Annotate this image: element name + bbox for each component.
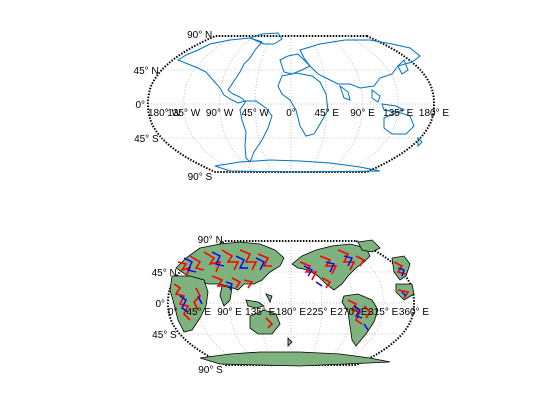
longitude-tick-label: 360° E (399, 307, 429, 318)
longitude-tick-label: 225° E (307, 307, 337, 318)
latitude-tick-label: 45° S (134, 134, 159, 145)
longitude-tick-label: 45° W (242, 108, 270, 119)
latitude-tick-label: 90° S (198, 365, 223, 376)
latitude-tick-label: 45° N (152, 268, 177, 279)
graticule-meridian (254, 35, 273, 173)
latitude-tick-label: 90° S (188, 172, 213, 183)
map-2-overlay-blue (179, 251, 407, 331)
latitude-tick-label: 45° N (134, 66, 159, 77)
longitude-tick-label: 180° W (148, 108, 181, 119)
latitude-tick-label: 0° (135, 100, 145, 111)
map-2-overlay-red (173, 249, 410, 329)
map-1-graticule (148, 35, 434, 173)
latitude-tick-label: 90° N (187, 30, 212, 41)
latitude-tick-label: 90° N (198, 235, 223, 246)
longitude-tick-label: 0° (168, 307, 178, 318)
longitude-tick-label: 180° E (276, 307, 306, 318)
longitude-tick-label: 45° E (314, 108, 339, 119)
map-2-tick-labels: 0° 45° E 90° E 135° E 180° E 225° E 270° E 315°… (152, 235, 430, 376)
longitude-tick-label: 180° E (419, 108, 449, 119)
graticule-meridian (219, 35, 254, 173)
map-1-coastlines (176, 32, 423, 173)
longitude-tick-label: 315° E (368, 307, 398, 318)
longitude-tick-label: 270° E (337, 307, 367, 318)
graticule-meridian (339, 240, 384, 366)
latitude-tick-label: 45° S (152, 330, 177, 341)
map-2-land (169, 239, 415, 367)
latitude-tick-label: 0° (155, 299, 165, 310)
graticule-meridian (328, 35, 363, 173)
longitude-tick-label: 135° E (245, 307, 275, 318)
longitude-tick-label: 135° E (383, 108, 413, 119)
longitude-tick-label: 0° (286, 108, 296, 119)
longitude-tick-label: 135° W (167, 108, 200, 119)
map-2: 0° 45° E 90° E 135° E 180° E 225° E 270° E 315°… (152, 235, 430, 376)
longitude-tick-label: 90° E (350, 108, 375, 119)
longitude-tick-label: 90° W (206, 108, 234, 119)
longitude-tick-label: 45° E (186, 307, 211, 318)
graticule-meridian (309, 35, 328, 173)
longitude-tick-label: 90° E (217, 307, 242, 318)
